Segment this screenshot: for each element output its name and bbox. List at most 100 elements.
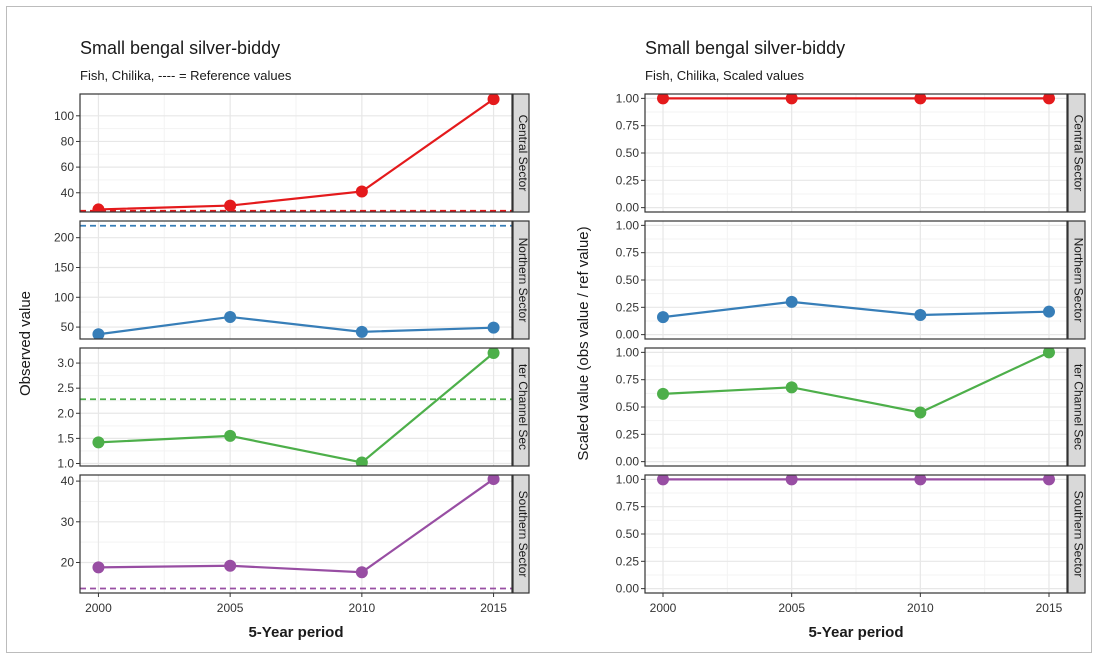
data-point: [1042, 94, 1055, 105]
data-point: [657, 311, 670, 324]
panel-data: [657, 94, 1055, 105]
data-point: [92, 436, 105, 449]
panel-central-sector: 0.00 0.25 0.50 0.75 1.00 Central Sector: [616, 91, 1086, 215]
chart-subtitle: Fish, Chilika, ---- = Reference values: [80, 68, 292, 83]
facet-strip: [512, 93, 530, 213]
y-tick-label: 2.5: [57, 381, 74, 395]
chart-title: Small bengal silver-biddy: [80, 38, 280, 58]
y-tick-label: 100: [54, 109, 74, 123]
figure-frame: [6, 6, 1092, 653]
y-tick-label: 0.50: [616, 146, 640, 160]
y-axis-label: Scaled value (obs value / ref value): [575, 226, 592, 460]
facet-strip: [1067, 347, 1086, 467]
data-point: [1042, 348, 1055, 359]
y-tick-label: 0.00: [616, 328, 640, 342]
y-tick-label: 50: [61, 320, 75, 334]
data-point: [487, 348, 500, 360]
facet-strip: [1067, 220, 1086, 340]
panel-northern-sector: 0.00 0.25 0.50 0.75 1.00 Northern Sector: [616, 218, 1086, 342]
facet-strip-text-group: Northern Sector: [1071, 238, 1085, 323]
data-point: [785, 94, 798, 105]
y-tick-label: 0.25: [616, 173, 640, 187]
chart-2: Small bengal silver-biddy Fish, Chilika, …: [575, 38, 1086, 641]
data-point: [487, 475, 500, 486]
data-point: [92, 203, 105, 212]
panel-central-sector: 40 60 80 100 Central Sector: [54, 93, 530, 213]
series-line: [98, 478, 495, 574]
y-tick-label: 0.00: [616, 582, 640, 596]
x-axis-label: 5-Year period: [808, 624, 903, 641]
y-tick-label: 2.0: [57, 406, 74, 420]
data-point: [914, 406, 927, 419]
data-point: [657, 94, 670, 105]
y-tick-label: 1.00: [616, 472, 640, 486]
y-tick-label: 0.75: [616, 119, 640, 133]
series-line: [98, 352, 495, 464]
data-point: [785, 381, 798, 394]
data-point: [785, 295, 798, 308]
y-tick-label: 0.25: [616, 300, 640, 314]
panel-ter-channel-sec: 1.0 1.5 2.0 2.5 3.0 ter Channel Sec: [57, 347, 530, 470]
facet-strip-text-group: Central Sector: [1071, 115, 1085, 192]
data-point: [785, 475, 798, 486]
y-tick-label: 0.75: [616, 246, 640, 260]
y-tick-label: 0.75: [616, 500, 640, 514]
x-tick-label: 2000: [650, 601, 677, 615]
data-point: [1042, 305, 1055, 318]
data-point: [914, 94, 927, 105]
data-point: [914, 308, 927, 321]
panel-border: [79, 347, 513, 467]
data-point: [657, 475, 670, 486]
x-tick-label: 2005: [778, 601, 805, 615]
panel-ter-channel-sec: 0.00 0.25 0.50 0.75 1.00 ter Channel Sec: [616, 345, 1086, 469]
series-line: [662, 351, 1050, 414]
data-point: [1042, 475, 1055, 486]
panel-data: [80, 224, 512, 339]
series-line: [98, 315, 494, 336]
data-point: [355, 185, 368, 198]
chart-title: Small bengal silver-biddy: [645, 38, 845, 58]
facet-strip-label: Southern Sector: [516, 491, 530, 578]
y-tick-label: 0.25: [616, 554, 640, 568]
panel-southern-sector: 0.00 0.25 0.50 0.75 1.00 Southern Sector: [616, 472, 1086, 596]
y-tick-label: 150: [54, 260, 74, 274]
panel-data: [657, 295, 1055, 324]
series-line: [662, 300, 1050, 319]
data-point: [92, 561, 105, 574]
facet-strip-text-group: Northern Sector: [516, 238, 529, 323]
chart-subtitle: Fish, Chilika, Scaled values: [645, 68, 804, 83]
y-tick-label: 1.5: [57, 431, 74, 445]
facet-strip-label: Central Sector: [1071, 115, 1085, 192]
y-tick-label: 40: [61, 474, 75, 488]
facet-strip: [512, 347, 530, 467]
data-point: [487, 94, 500, 106]
data-point: [355, 325, 368, 338]
facet-strip: [512, 220, 530, 340]
facet-strip-text-group: Southern Sector: [1071, 491, 1085, 578]
data-point: [224, 310, 237, 323]
y-tick-label: 1.0: [57, 456, 74, 470]
panel-data: [80, 348, 512, 466]
facet-strip-text-group: ter Channel Sec: [1071, 364, 1085, 450]
y-tick-label: 0.00: [616, 201, 640, 215]
y-tick-label: 1.00: [616, 218, 640, 232]
y-tick-label: 0.25: [616, 427, 640, 441]
y-tick-label: 60: [61, 160, 75, 174]
y-tick-label: 200: [54, 231, 74, 245]
panel-data: [657, 475, 1055, 486]
y-tick-label: 3.0: [57, 356, 74, 370]
x-tick-label: 2015: [480, 601, 507, 615]
y-tick-label: 40: [61, 186, 75, 200]
data-point: [224, 199, 237, 212]
x-axis-label: 5-Year period: [248, 624, 343, 641]
series-line: [98, 98, 495, 211]
x-tick-label: 2000: [85, 601, 112, 615]
data-point: [92, 328, 105, 339]
y-tick-label: 30: [61, 515, 75, 529]
panel-data: [80, 475, 512, 590]
data-point: [355, 456, 368, 466]
facet-strip-label: Southern Sector: [1071, 491, 1085, 578]
x-tick-label: 2010: [349, 601, 376, 615]
facet-strip: [1067, 93, 1086, 213]
data-point: [355, 566, 368, 579]
